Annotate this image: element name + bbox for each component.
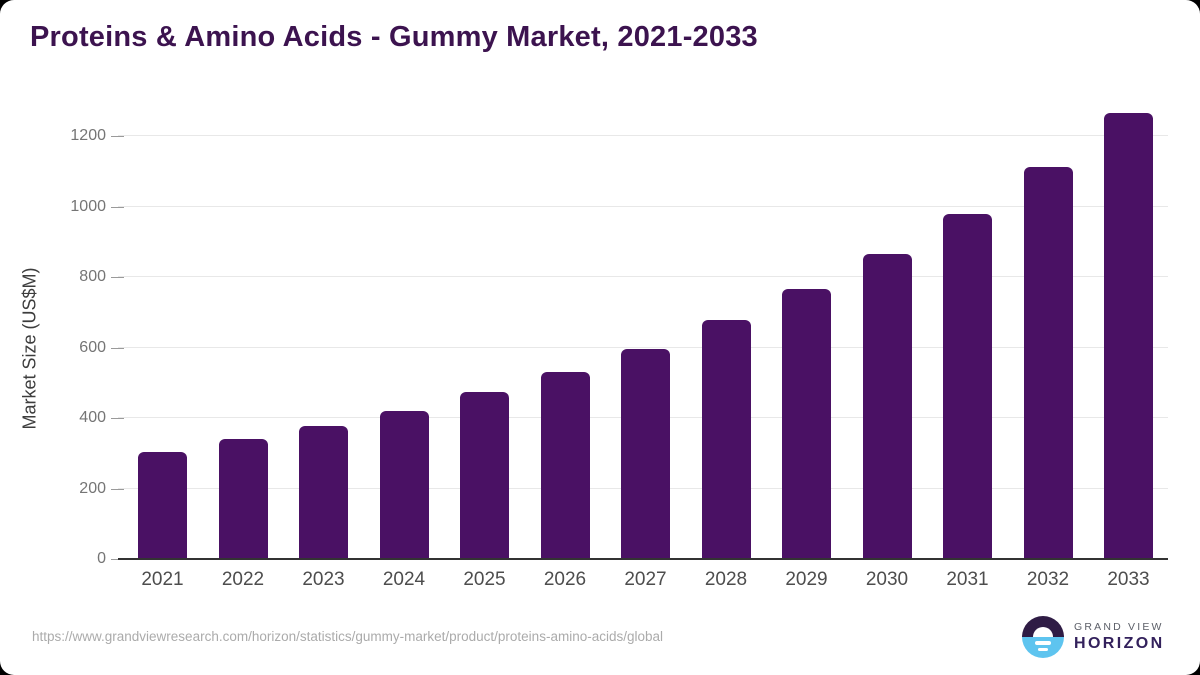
logo-brand-line1: GRAND VIEW bbox=[1074, 621, 1164, 633]
bar-2021 bbox=[138, 451, 187, 559]
bar-2022 bbox=[218, 439, 268, 559]
x-tick-label-2022: 2022 bbox=[221, 569, 265, 590]
x-tick-label-2021: 2021 bbox=[141, 569, 184, 590]
chart-title: Proteins & Amino Acids - Gummy Market, 2… bbox=[30, 21, 758, 53]
bar-2023 bbox=[299, 425, 348, 559]
bar-2024 bbox=[379, 410, 429, 559]
logo-sun-arc bbox=[1022, 616, 1064, 637]
logo-text: GRAND VIEW HORIZON bbox=[1074, 621, 1165, 653]
bar-2027 bbox=[621, 348, 670, 559]
bar-2025 bbox=[460, 392, 509, 559]
y-tick-mark-1000 bbox=[111, 206, 124, 208]
y-tick-mark-200 bbox=[111, 488, 124, 490]
x-tick-label-2029: 2029 bbox=[785, 569, 828, 590]
x-tick-label-2023: 2023 bbox=[302, 569, 345, 590]
bar-2032 bbox=[1023, 167, 1073, 559]
x-tick-label-2026: 2026 bbox=[543, 569, 587, 590]
y-tick-mark-400 bbox=[111, 418, 124, 419]
x-tick-label-2033: 2033 bbox=[1107, 569, 1150, 590]
bar-2030 bbox=[862, 254, 912, 559]
x-tick-label-2032: 2032 bbox=[1026, 569, 1070, 590]
gridline-1000 bbox=[118, 205, 1168, 207]
bar-2031 bbox=[943, 213, 992, 559]
bar-2029 bbox=[782, 289, 831, 559]
y-tick-label-600: 600 bbox=[79, 338, 106, 356]
logo-brand-line2: HORIZON bbox=[1074, 635, 1165, 652]
x-tick-label-2027: 2027 bbox=[624, 569, 667, 590]
logo-sun-hole bbox=[1033, 627, 1053, 637]
gridline-1200 bbox=[118, 135, 1168, 136]
logo-wave-line bbox=[1038, 647, 1048, 651]
y-tick-mark-1200 bbox=[111, 136, 124, 137]
bar-2026 bbox=[540, 371, 590, 559]
y-tick-label-800: 800 bbox=[79, 268, 106, 285]
x-tick-label-2024: 2024 bbox=[382, 569, 426, 590]
source-url: https://www.grandviewresearch.com/horizo… bbox=[32, 629, 663, 644]
x-tick-label-2030: 2030 bbox=[865, 569, 909, 590]
y-tick-mark-600 bbox=[111, 347, 124, 349]
y-tick-label-0: 0 bbox=[97, 550, 106, 567]
y-tick-label-1200: 1200 bbox=[70, 127, 106, 144]
y-tick-label-200: 200 bbox=[79, 479, 106, 497]
x-tick-label-2031: 2031 bbox=[946, 569, 989, 590]
x-tick-label-2028: 2028 bbox=[704, 569, 748, 590]
y-tick-mark-800 bbox=[111, 277, 124, 278]
logo-water bbox=[1022, 637, 1064, 658]
footer: https://www.grandviewresearch.com/horizo… bbox=[0, 603, 1200, 675]
y-tick-label-1000: 1000 bbox=[70, 197, 106, 215]
y-tick-mark-0 bbox=[111, 559, 124, 560]
y-tick-label-400: 400 bbox=[79, 409, 106, 426]
grand-view-horizon-logo-icon bbox=[1022, 616, 1064, 658]
bar-2028 bbox=[701, 319, 751, 559]
logo: GRAND VIEW HORIZON bbox=[1022, 616, 1165, 658]
x-tick-label-2025: 2025 bbox=[463, 569, 506, 590]
plot-area bbox=[118, 107, 1168, 560]
x-axis-line bbox=[118, 558, 1168, 560]
logo-wave-line bbox=[1035, 641, 1051, 645]
bar-2033 bbox=[1104, 112, 1153, 559]
gridline-800 bbox=[118, 276, 1168, 277]
gridline-600 bbox=[118, 346, 1168, 348]
